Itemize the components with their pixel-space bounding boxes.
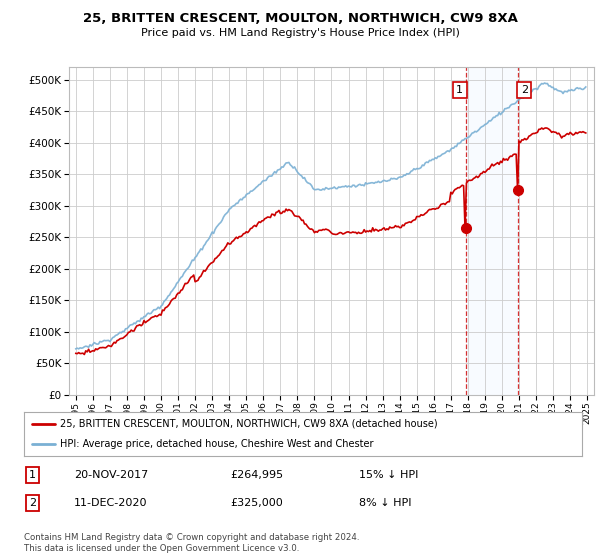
Text: Contains HM Land Registry data © Crown copyright and database right 2024.
This d: Contains HM Land Registry data © Crown c… <box>24 533 359 553</box>
Text: 25, BRITTEN CRESCENT, MOULTON, NORTHWICH, CW9 8XA: 25, BRITTEN CRESCENT, MOULTON, NORTHWICH… <box>83 12 517 25</box>
Bar <box>466 67 518 395</box>
Text: Price paid vs. HM Land Registry's House Price Index (HPI): Price paid vs. HM Land Registry's House … <box>140 28 460 38</box>
Text: 11-DEC-2020: 11-DEC-2020 <box>74 498 148 508</box>
Text: £325,000: £325,000 <box>230 498 283 508</box>
Text: 1: 1 <box>29 470 36 480</box>
Text: 2: 2 <box>29 498 36 508</box>
Text: 1: 1 <box>456 85 463 95</box>
Text: 8% ↓ HPI: 8% ↓ HPI <box>359 498 412 508</box>
Text: 15% ↓ HPI: 15% ↓ HPI <box>359 470 418 480</box>
Text: £264,995: £264,995 <box>230 470 284 480</box>
Text: HPI: Average price, detached house, Cheshire West and Chester: HPI: Average price, detached house, Ches… <box>60 439 374 449</box>
Text: 20-NOV-2017: 20-NOV-2017 <box>74 470 148 480</box>
Text: 2: 2 <box>521 85 528 95</box>
Text: 25, BRITTEN CRESCENT, MOULTON, NORTHWICH, CW9 8XA (detached house): 25, BRITTEN CRESCENT, MOULTON, NORTHWICH… <box>60 419 438 429</box>
